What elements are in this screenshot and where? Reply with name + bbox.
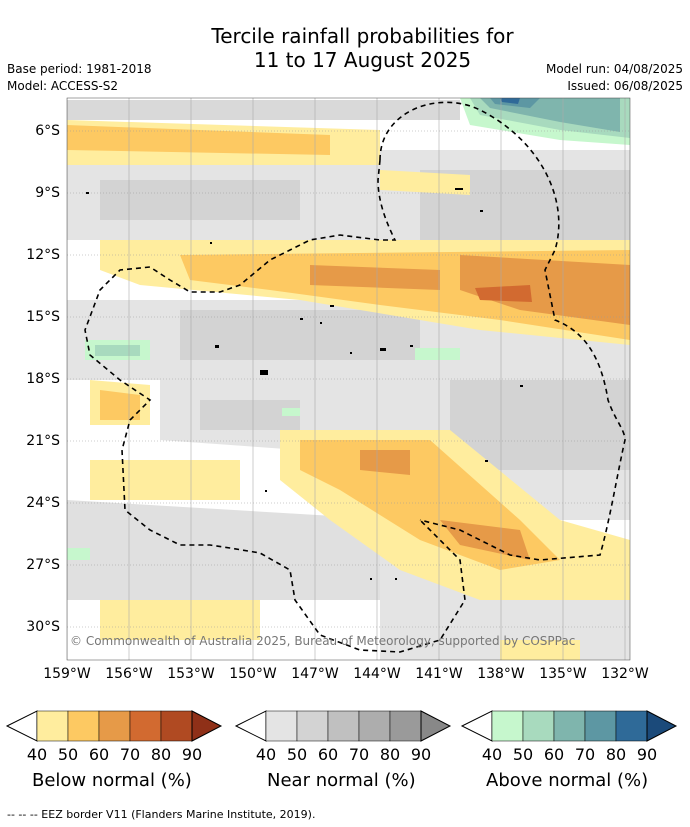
copyright-notice: © Commonwealth of Australia 2025, Bureau… bbox=[70, 634, 576, 648]
colorbar-below-seg-1 bbox=[36, 710, 69, 742]
lat-label: 12°S bbox=[26, 247, 60, 263]
cb-below-tick: 40 bbox=[26, 745, 48, 764]
colorbar-above-min-arrow bbox=[460, 710, 493, 742]
colorbar-near-seg-1 bbox=[265, 710, 298, 742]
map-area bbox=[67, 98, 630, 660]
colorbar-near-min-arrow bbox=[234, 710, 267, 742]
colorbar-above-seg-5 bbox=[615, 710, 648, 742]
colorbar-below bbox=[5, 710, 223, 742]
lat-label: 27°S bbox=[26, 557, 60, 573]
colorbar-below-seg-5 bbox=[160, 710, 193, 742]
colorbar-below-seg-4 bbox=[129, 710, 162, 742]
cb-above-tick: 80 bbox=[605, 745, 627, 764]
cb-above-title: Above normal (%) bbox=[486, 770, 649, 791]
map-title-line1: Tercile rainfall probabilities for bbox=[211, 24, 514, 48]
near-normal-darker bbox=[100, 170, 630, 470]
islands bbox=[86, 188, 523, 580]
cb-above-tick: 40 bbox=[481, 745, 503, 764]
cb-below-tick: 60 bbox=[88, 745, 110, 764]
lon-label: 156°W bbox=[105, 666, 153, 682]
colorbar-near-seg-3 bbox=[327, 710, 360, 742]
cb-near-tick: 90 bbox=[410, 745, 432, 764]
colorbar-above-seg-2 bbox=[522, 710, 555, 742]
cb-below-tick: 50 bbox=[57, 745, 79, 764]
colorbar-above-seg-3 bbox=[553, 710, 586, 742]
eez-border bbox=[84, 101, 626, 653]
cb-below-tick: 90 bbox=[181, 745, 203, 764]
lat-label: 15°S bbox=[26, 309, 60, 325]
cb-near-tick: 50 bbox=[286, 745, 308, 764]
cb-near-tick: 80 bbox=[379, 745, 401, 764]
colorbar-above-seg-1 bbox=[491, 710, 524, 742]
lon-label: 159°W bbox=[43, 666, 91, 682]
lat-label: 18°S bbox=[26, 371, 60, 387]
map-frame bbox=[66, 97, 631, 661]
colorbar-above bbox=[460, 710, 678, 742]
colorbar-below-seg-3 bbox=[98, 710, 131, 742]
cb-near-tick: 60 bbox=[317, 745, 339, 764]
below-normal-70 bbox=[475, 285, 532, 302]
colorbar-above-max-arrow bbox=[646, 710, 678, 742]
lat-label: 24°S bbox=[26, 495, 60, 511]
eez-footnote: -- -- -- EEZ border V11 (Flanders Marine… bbox=[7, 808, 316, 821]
cb-below-title: Below normal (%) bbox=[32, 770, 192, 791]
lon-label: 141°W bbox=[415, 666, 463, 682]
colorbar-near-max-arrow bbox=[420, 710, 452, 742]
lon-label: 138°W bbox=[477, 666, 525, 682]
map-title-line2: 11 to 17 August 2025 bbox=[253, 48, 472, 72]
cb-above-tick: 60 bbox=[543, 745, 565, 764]
cb-near-title: Near normal (%) bbox=[267, 770, 416, 791]
cb-below-tick: 80 bbox=[150, 745, 172, 764]
lat-label: 9°S bbox=[35, 185, 60, 201]
graticule-lon bbox=[67, 98, 626, 660]
colorbar-above-seg-4 bbox=[584, 710, 617, 742]
lon-label: 153°W bbox=[167, 666, 215, 682]
cb-above-tick: 70 bbox=[574, 745, 596, 764]
lat-label: 21°S bbox=[26, 433, 60, 449]
model-name: Model: ACCESS-S2 bbox=[7, 79, 119, 93]
above-normal-areas bbox=[67, 98, 630, 560]
model-run: Model run: 04/08/2025 bbox=[545, 62, 683, 76]
lon-label: 135°W bbox=[539, 666, 587, 682]
below-normal-60 bbox=[310, 255, 630, 560]
base-period: Base period: 1981-2018 bbox=[7, 62, 152, 76]
colorbar-near-seg-2 bbox=[296, 710, 329, 742]
lon-label: 144°W bbox=[353, 666, 401, 682]
lat-label: 6°S bbox=[35, 123, 60, 139]
colorbar-below-seg-2 bbox=[67, 710, 100, 742]
cb-above-tick: 90 bbox=[636, 745, 658, 764]
colorbar-near-seg-4 bbox=[358, 710, 391, 742]
lon-label: 150°W bbox=[229, 666, 277, 682]
lat-label: 30°S bbox=[26, 619, 60, 635]
lon-label: 132°W bbox=[601, 666, 649, 682]
cb-near-tick: 70 bbox=[348, 745, 370, 764]
cb-near-tick: 40 bbox=[255, 745, 277, 764]
colorbar-below-min-arrow bbox=[5, 710, 38, 742]
colorbar-below-max-arrow bbox=[191, 710, 223, 742]
issued-date: Issued: 06/08/2025 bbox=[567, 79, 683, 93]
colorbar-near-seg-5 bbox=[389, 710, 422, 742]
graticule bbox=[67, 130, 630, 628]
cb-above-tick: 50 bbox=[512, 745, 534, 764]
lon-label: 147°W bbox=[291, 666, 339, 682]
cb-below-tick: 70 bbox=[119, 745, 141, 764]
colorbar-near bbox=[234, 710, 452, 742]
